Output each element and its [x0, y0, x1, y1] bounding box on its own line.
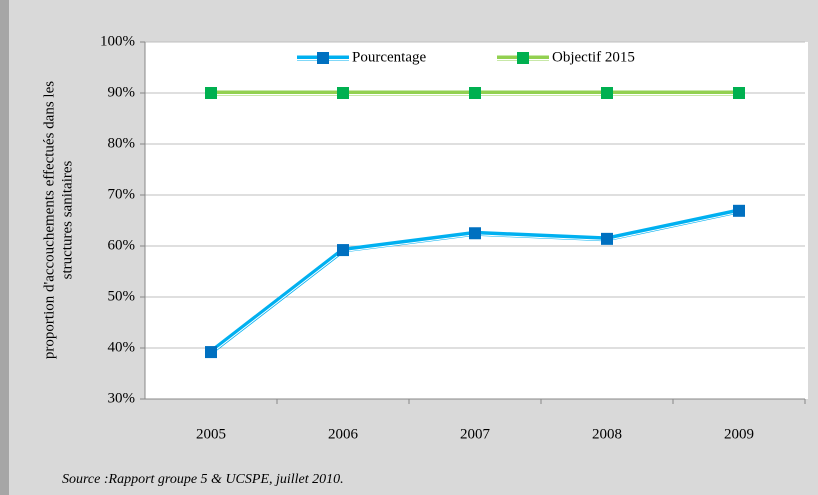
- y-axis-label: proportion d'accouchements effectués dan…: [41, 81, 57, 359]
- marker: [601, 87, 613, 99]
- y-tick-label: 40%: [108, 339, 136, 355]
- x-tick-label: 2005: [196, 426, 226, 442]
- y-tick-label: 30%: [108, 390, 136, 406]
- y-tick-label: 50%: [108, 288, 136, 304]
- x-tick-label: 2009: [724, 426, 754, 442]
- legend-marker: [317, 52, 329, 64]
- marker: [337, 87, 349, 99]
- marker: [337, 244, 349, 257]
- y-axis-label: structures sanitaires: [59, 160, 75, 279]
- y-tick-label: 100%: [100, 33, 135, 49]
- x-tick-label: 2008: [592, 426, 622, 442]
- marker: [469, 87, 481, 99]
- legend-label: Objectif 2015: [552, 49, 635, 65]
- marker: [205, 87, 217, 99]
- legend-label: Pourcentage: [352, 49, 426, 65]
- marker: [205, 346, 217, 359]
- y-tick-label: 80%: [108, 135, 136, 151]
- y-tick-label: 60%: [108, 237, 136, 253]
- y-tick-label: 90%: [108, 84, 136, 100]
- marker: [733, 87, 745, 99]
- marker: [601, 232, 613, 245]
- x-tick-label: 2007: [460, 426, 491, 442]
- marker: [733, 204, 745, 217]
- marker: [469, 227, 481, 240]
- legend-marker: [517, 52, 529, 64]
- source-note: Source :Rapport groupe 5 & UCSPE, juille…: [62, 472, 344, 487]
- frame-edge: [0, 0, 9, 495]
- x-tick-label: 2006: [328, 426, 359, 442]
- y-tick-label: 70%: [108, 186, 136, 202]
